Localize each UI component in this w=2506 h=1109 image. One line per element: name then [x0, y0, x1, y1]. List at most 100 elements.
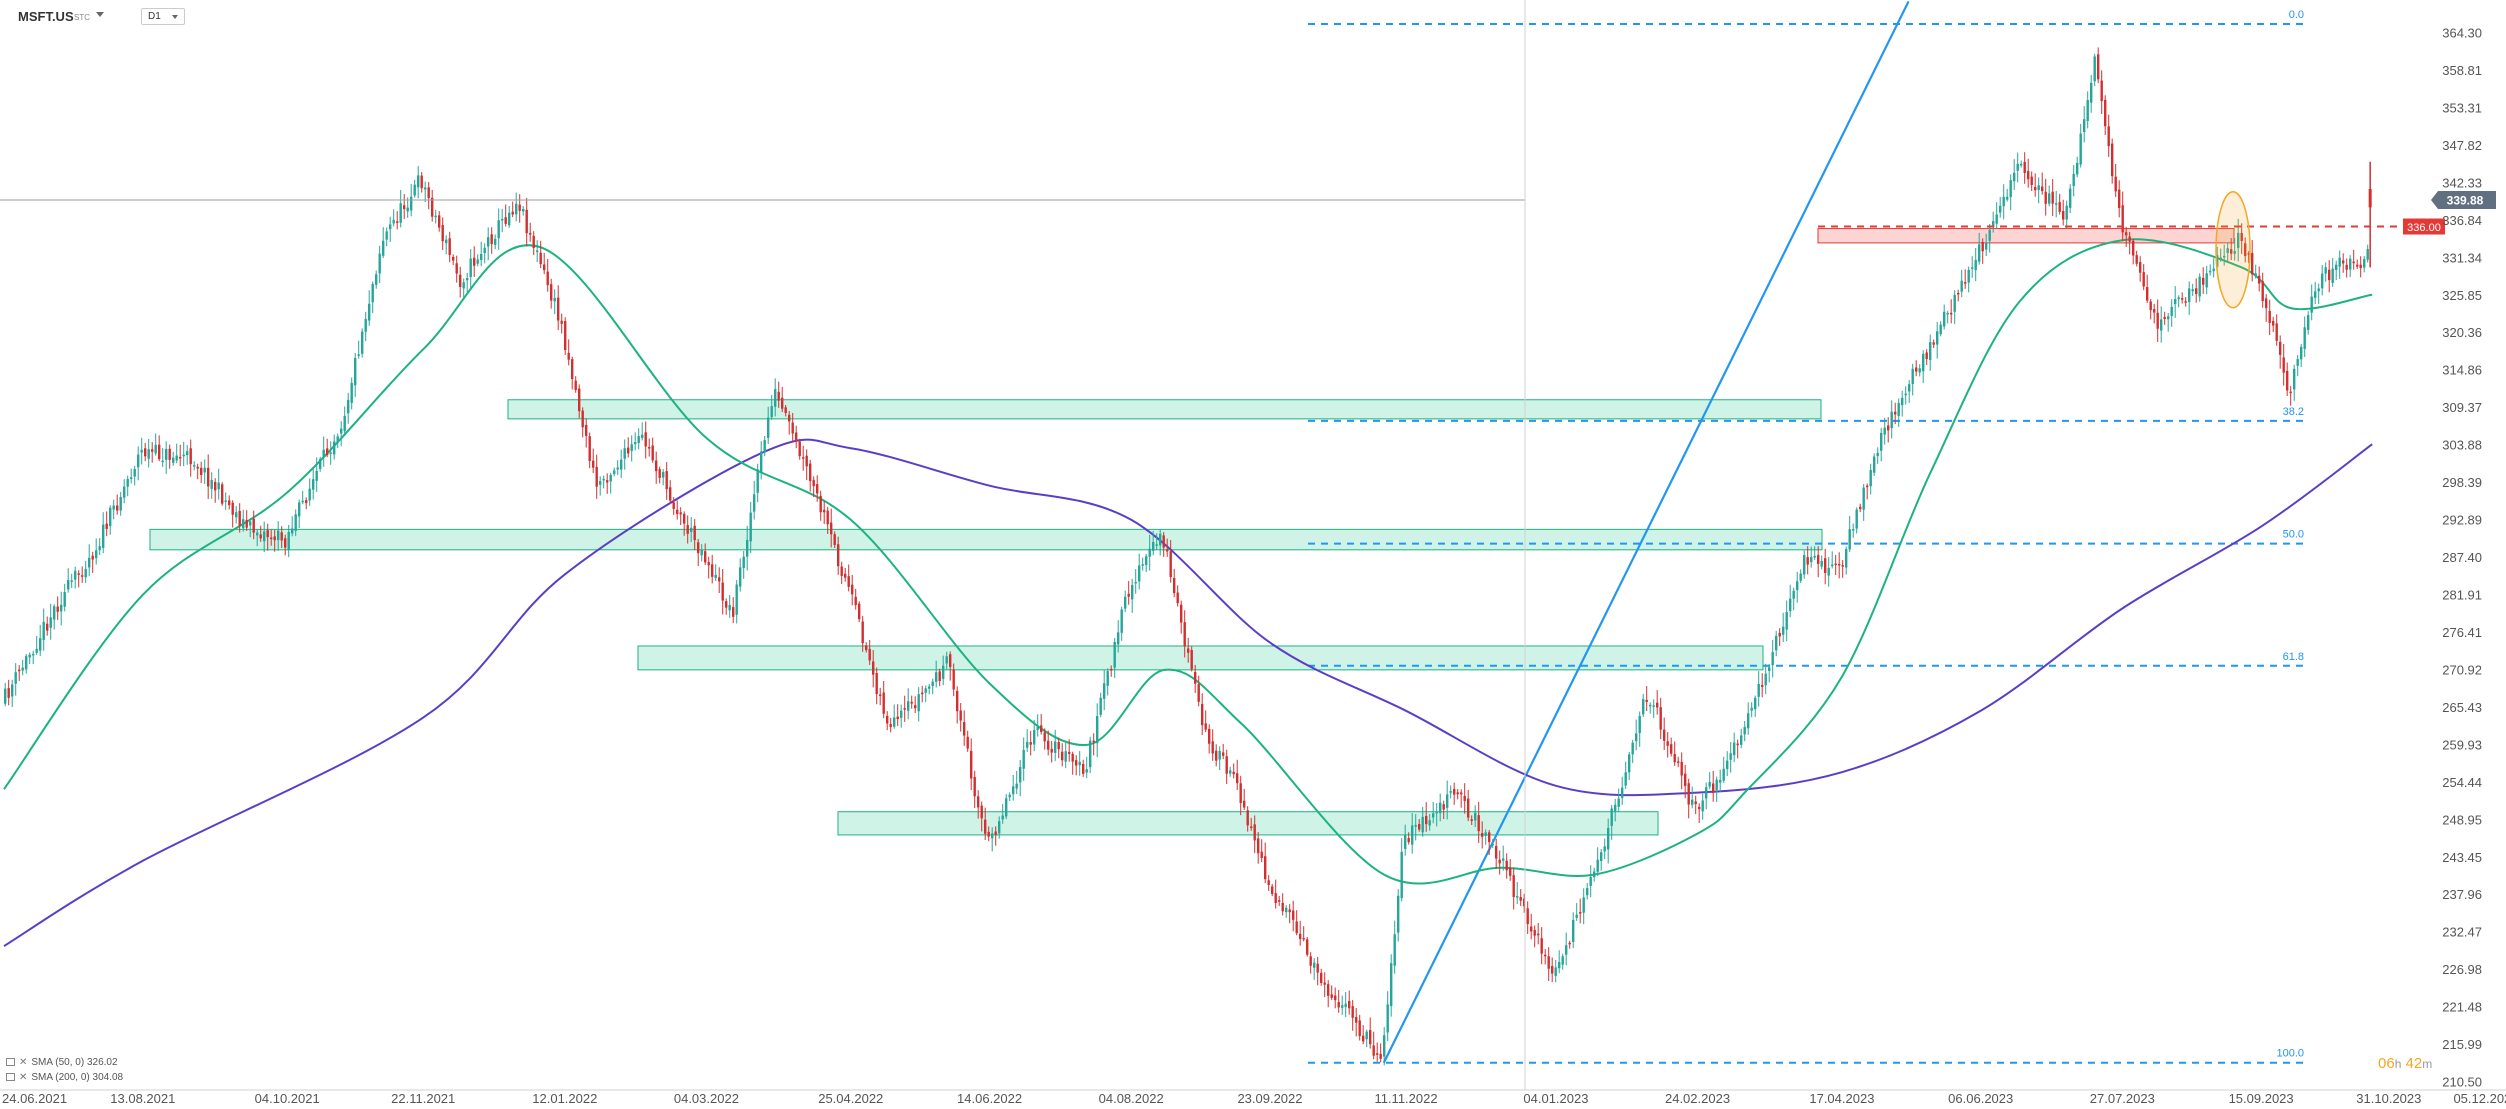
candle-body [823, 509, 826, 513]
support-zone [637, 645, 1764, 671]
candle-body [1659, 707, 1662, 730]
eye-icon[interactable] [6, 1058, 15, 1066]
candle-body [676, 509, 679, 514]
candle-body [1736, 743, 1739, 746]
candle-body [826, 510, 829, 525]
candle-body [1131, 585, 1134, 600]
candle-body [2153, 309, 2156, 313]
candle-body [165, 448, 168, 460]
candle-body [1148, 548, 1151, 557]
candle-body [1421, 816, 1424, 833]
candle-body [613, 470, 616, 474]
candle-body [994, 831, 997, 836]
candle-body [1631, 742, 1634, 755]
candle-body [1677, 761, 1680, 763]
candle-body [39, 638, 42, 651]
candle-body [966, 736, 969, 749]
sma50-layer [3, 238, 2373, 885]
candle-body [112, 505, 115, 510]
candle-body [1838, 563, 1841, 566]
candle-body [914, 705, 917, 709]
eye-icon[interactable] [6, 1073, 15, 1081]
candle-body [2097, 54, 2100, 80]
x-tick-label: 04.03.2022 [674, 1091, 739, 1106]
candle-body [980, 805, 983, 819]
candle-body [1729, 753, 1732, 760]
candle-body [833, 534, 836, 545]
candle-body [658, 469, 661, 478]
candle-body [1530, 926, 1533, 932]
candle-body [1775, 635, 1778, 651]
candle-body [1645, 699, 1648, 702]
fib-level-label: 50.0 [2283, 529, 2304, 541]
candle-body [1425, 815, 1428, 825]
candle-body [1831, 564, 1834, 567]
timeframe-select[interactable]: D1 [141, 8, 185, 25]
candle-body [2338, 257, 2341, 267]
candle-body [140, 449, 143, 453]
candle-body [452, 256, 455, 261]
candle-body [2303, 327, 2306, 349]
candle-body [263, 531, 266, 542]
close-icon[interactable]: ✕ [19, 1057, 28, 1068]
candle-body [627, 447, 630, 454]
candle-body [1565, 945, 1568, 955]
candle-body [2121, 205, 2124, 233]
candle-body [196, 466, 199, 469]
time-axis[interactable]: 24.06.2021 13.08.2021 04.10.2021 22.11.2021… [0, 1089, 2506, 1106]
candle-body [396, 221, 399, 223]
candle-body [1582, 897, 1585, 913]
close-icon[interactable]: ✕ [19, 1072, 28, 1083]
candle-body [550, 284, 553, 301]
price-axis[interactable]: 364.30 358.81 353.31 347.82 342.33 336.84 331.… [1524, 0, 2482, 1090]
candle-body [1274, 893, 1277, 903]
symbol-dropdown-chevron-icon[interactable] [96, 12, 104, 17]
trendline-layer[interactable] [1382, 0, 1910, 1064]
candle-body [1890, 411, 1893, 429]
y-tick-label: 314.86 [2442, 363, 2482, 378]
candle-body [1134, 581, 1137, 584]
candle-body [1505, 860, 1508, 871]
candle-body [690, 527, 693, 532]
legend-sma200: ✕ SMA (200, 0) 304.08 [6, 1072, 123, 1083]
candle-body [1880, 432, 1883, 451]
y-tick-label: 353.31 [2442, 100, 2482, 115]
y-tick-label: 325.85 [2442, 288, 2482, 303]
candle-body [77, 573, 80, 575]
y-tick-label: 226.98 [2442, 962, 2482, 977]
fibonacci-retracement[interactable]: 0.0 38.2 50.0 61.8 100.0 [1308, 9, 2308, 1064]
candle-body [1232, 771, 1235, 775]
candle-body [494, 238, 497, 245]
candle-body [67, 580, 70, 590]
candle-body [2209, 270, 2212, 273]
candle-body [308, 488, 311, 501]
candle-body [1771, 652, 1774, 666]
y-tick-label: 281.91 [2442, 587, 2482, 602]
y-tick-label: 309.37 [2442, 400, 2482, 415]
candle-body [1813, 555, 1816, 558]
candle-body [511, 211, 514, 215]
candle-body [1334, 995, 1337, 1001]
candle-body [949, 654, 952, 667]
candle-body [854, 596, 857, 606]
candle-body [1208, 728, 1211, 744]
candle-body [2237, 232, 2240, 249]
candle-body [259, 534, 262, 539]
candle-body [1950, 312, 1953, 315]
candle-body [1796, 581, 1799, 591]
candle-body [756, 469, 759, 493]
candle-body [1043, 732, 1046, 742]
candle-body [606, 480, 609, 483]
uptrend-line [1382, 0, 1910, 1064]
candle-body [270, 537, 273, 540]
candle-body [767, 417, 770, 438]
candle-body [1845, 549, 1848, 568]
candle-body [1015, 783, 1018, 789]
symbol-label[interactable]: MSFT.US [18, 9, 74, 24]
candle-body [1666, 741, 1669, 746]
candle-body [1873, 456, 1876, 473]
candle-body [1638, 715, 1641, 734]
candle-body [711, 564, 714, 577]
candle-body [1001, 815, 1004, 820]
